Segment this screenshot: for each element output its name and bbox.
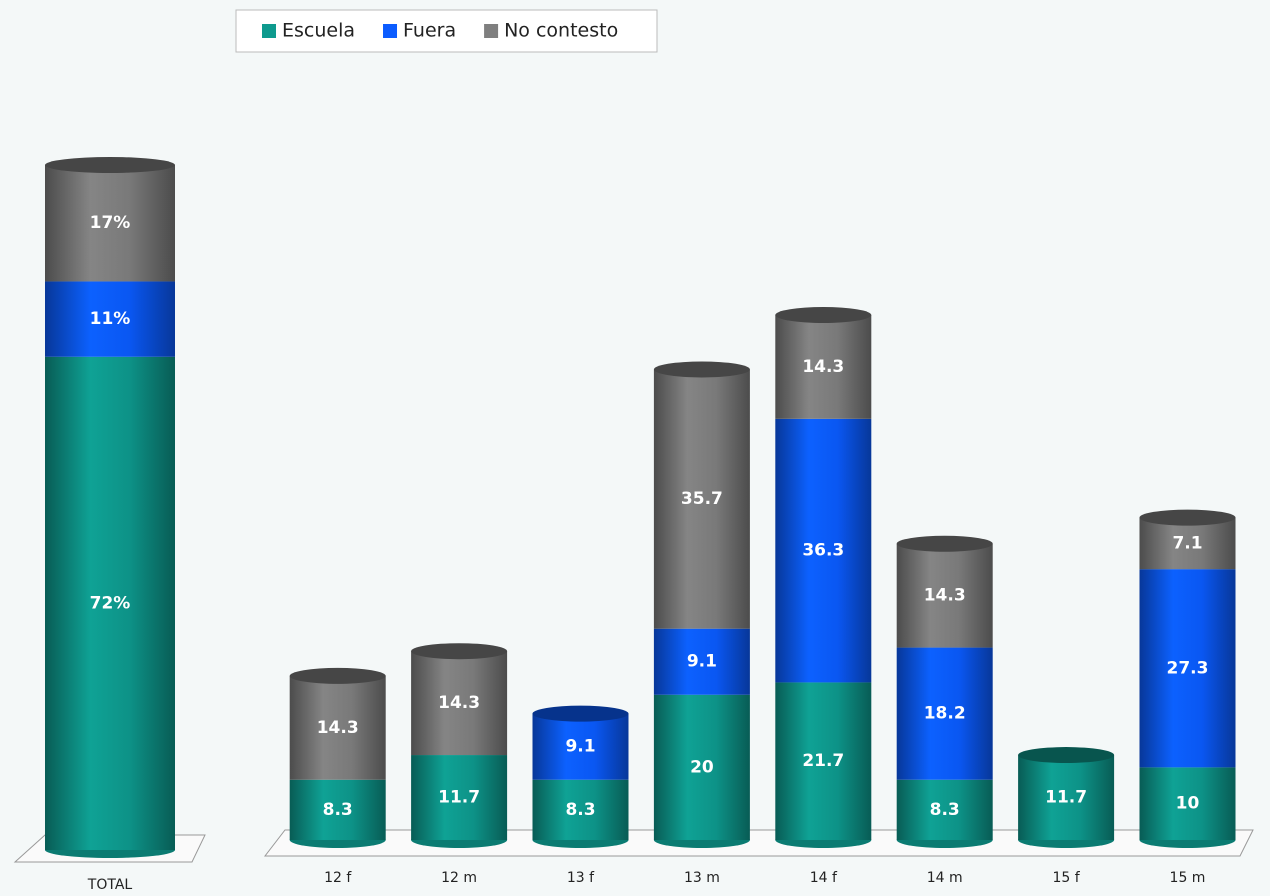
bar-segment	[289, 675, 386, 780]
x-tick-label: 14 f	[810, 870, 838, 886]
data-label: 20	[690, 757, 714, 777]
data-label: 10	[1176, 794, 1200, 814]
data-label: 27.3	[1167, 658, 1209, 678]
x-tick-label: TOTAL	[87, 877, 133, 893]
data-label: 8.3	[323, 800, 353, 820]
bar-segment	[653, 369, 750, 629]
data-label: 14.3	[802, 357, 844, 377]
bar-segment	[775, 682, 872, 840]
bar-segment	[1139, 569, 1236, 768]
x-tick-label: 14 m	[927, 870, 963, 886]
data-label: 8.3	[930, 800, 960, 820]
legend-swatch	[484, 24, 499, 38]
x-tick-label: 12 f	[324, 870, 352, 886]
bar-cap	[1139, 509, 1236, 526]
bar-cap	[532, 705, 629, 722]
bar-cap	[411, 643, 508, 660]
legend-label: No contesto	[504, 20, 618, 42]
legend-swatch	[262, 24, 276, 38]
data-label: 21.7	[802, 751, 844, 771]
bar-segment	[532, 713, 629, 780]
data-label: 8.3	[565, 800, 595, 820]
x-tick-label: 15 m	[1170, 870, 1206, 886]
data-label: 35.7	[681, 489, 723, 509]
bar-segment	[1139, 517, 1236, 570]
floor	[263, 829, 1254, 857]
data-label: 17%	[90, 213, 131, 233]
bar-segment	[896, 779, 993, 840]
x-tick-label: 13 f	[567, 870, 595, 886]
bar-cap	[775, 307, 872, 323]
bar-segment	[1139, 767, 1236, 840]
legend-swatch	[383, 24, 398, 38]
bar-cap	[1018, 747, 1115, 764]
legend	[235, 9, 658, 53]
bar-cap	[653, 361, 750, 378]
data-label: 11.7	[438, 788, 480, 808]
data-label: 9.1	[565, 737, 595, 757]
bar-segment	[896, 647, 993, 780]
x-tick-label: 15 f	[1052, 870, 1080, 886]
bar-segment	[775, 315, 872, 419]
bar-cap	[896, 535, 993, 552]
bar-segment	[532, 779, 629, 840]
bar-cap	[289, 667, 386, 684]
data-label: 11%	[90, 309, 131, 329]
legend-label: Fuera	[403, 20, 456, 42]
bar-segment	[411, 755, 508, 840]
data-label: 9.1	[687, 652, 717, 672]
data-label: 7.1	[1172, 533, 1202, 553]
legend-label: Escuela	[282, 20, 355, 42]
bar-segment	[896, 543, 993, 648]
bar-segment	[653, 628, 750, 695]
x-tick-label: 12 m	[441, 870, 477, 886]
x-tick-label: 13 m	[684, 870, 720, 886]
bar-segment	[411, 651, 508, 756]
data-label: 14.3	[438, 693, 480, 713]
bar-segment	[775, 418, 872, 683]
data-label: 18.2	[924, 704, 966, 724]
data-label: 14.3	[924, 586, 966, 606]
bar-segment	[45, 356, 175, 850]
bar-segment	[45, 165, 175, 282]
bar-segment	[653, 694, 750, 840]
data-label: 11.7	[1045, 788, 1087, 808]
bar-segment	[45, 281, 175, 357]
data-label: 36.3	[802, 541, 844, 561]
bar-segment	[1018, 755, 1115, 840]
data-label: 14.3	[317, 718, 359, 738]
bar-segment	[289, 779, 386, 840]
data-label: 72%	[90, 593, 131, 613]
bar-cap	[45, 157, 175, 173]
